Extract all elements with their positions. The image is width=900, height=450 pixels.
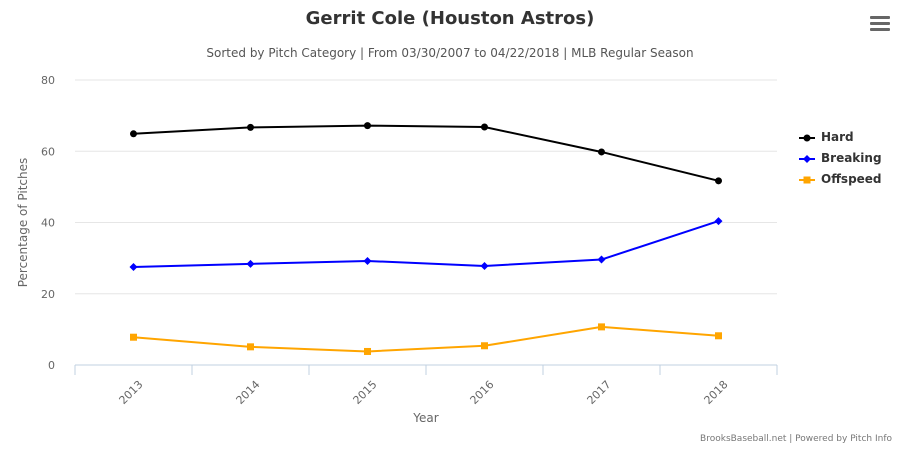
x-tick-label: 2018 (702, 378, 731, 407)
data-point-breaking (597, 255, 606, 264)
data-point-hard (715, 177, 722, 185)
x-tick-label: 2017 (585, 378, 614, 407)
y-axis-title: Percentage of Pitches (16, 158, 30, 288)
x-tick-label: 2013 (117, 378, 146, 407)
legend-label-hard: Hard (821, 130, 854, 144)
y-tick-label: 20 (41, 288, 55, 301)
hamburger-menu-icon[interactable] (870, 16, 890, 32)
data-point-breaking (363, 256, 372, 265)
data-point-breaking (129, 263, 138, 272)
data-point-offspeed (481, 342, 488, 350)
legend-symbol-breaking (799, 155, 815, 163)
data-point-hard (130, 130, 137, 138)
series-line-hard (133, 124, 719, 182)
credits-text[interactable]: BrooksBaseball.net | Powered by Pitch In… (700, 434, 892, 444)
data-point-offspeed (247, 343, 254, 351)
y-tick-label: 60 (41, 145, 55, 158)
x-tick-label: 2015 (351, 378, 380, 407)
y-tick-label: 80 (41, 74, 55, 87)
x-axis-title: Year (412, 411, 438, 425)
data-point-hard (364, 122, 371, 130)
chart-title: Gerrit Cole (Houston Astros) (305, 8, 595, 29)
y-tick-label: 40 (41, 217, 55, 230)
data-point-breaking (246, 259, 255, 268)
data-point-offspeed (364, 347, 371, 355)
legend-label-offspeed: Offspeed (821, 172, 882, 186)
data-point-breaking (480, 261, 489, 270)
data-point-hard (247, 123, 254, 131)
series-line-offspeed (133, 325, 719, 353)
legend-symbol-offspeed (799, 176, 815, 184)
data-point-breaking (714, 217, 723, 226)
data-point-offspeed (598, 323, 605, 331)
data-point-offspeed (715, 332, 722, 340)
data-point-hard (481, 123, 488, 131)
chart-subtitle: Sorted by Pitch Category | From 03/30/20… (206, 46, 694, 60)
legend-label-breaking: Breaking (821, 151, 882, 165)
series-line-breaking (133, 220, 719, 269)
y-tick-label: 0 (48, 359, 55, 372)
x-tick-label: 2014 (234, 378, 263, 407)
legend-symbol-hard (799, 134, 815, 142)
data-point-hard (598, 148, 605, 156)
data-point-offspeed (130, 333, 137, 341)
x-tick-label: 2016 (468, 378, 497, 407)
